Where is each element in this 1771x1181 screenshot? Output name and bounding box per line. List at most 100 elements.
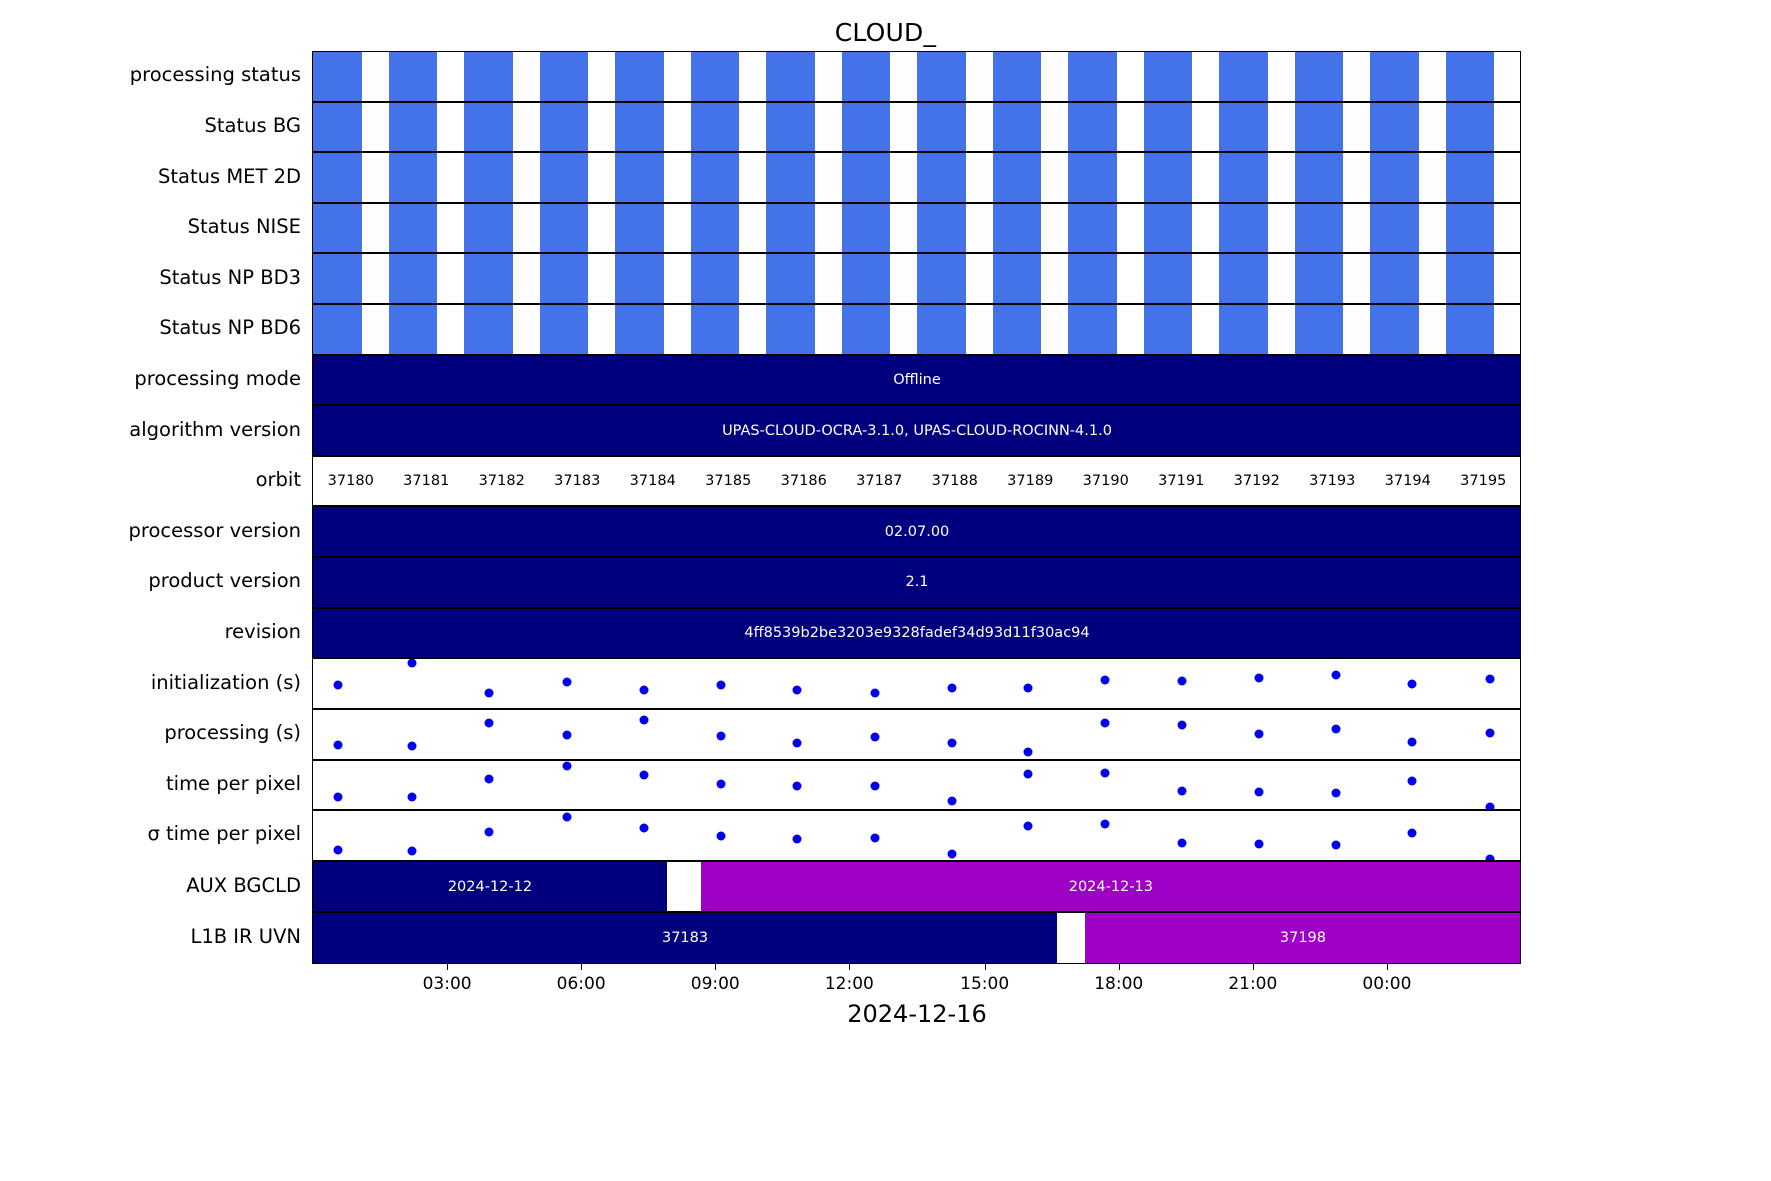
scatter-point[interactable] xyxy=(947,738,957,748)
timeline-bar[interactable]: 2024-12-13 xyxy=(700,861,1521,912)
status-stripe[interactable] xyxy=(1068,102,1117,152)
scatter-point[interactable] xyxy=(1023,683,1033,693)
scatter-point[interactable] xyxy=(716,831,726,841)
scatter-point[interactable] xyxy=(947,683,957,693)
scatter-point[interactable] xyxy=(1407,828,1417,838)
status-stripe[interactable] xyxy=(615,254,664,304)
orbit-label[interactable]: 37186 xyxy=(780,473,827,490)
status-stripe[interactable] xyxy=(539,102,589,152)
scatter-point[interactable] xyxy=(716,779,726,789)
scatter-point[interactable] xyxy=(484,688,494,698)
scatter-point[interactable] xyxy=(1331,724,1341,734)
status-stripe[interactable] xyxy=(1445,203,1495,253)
status-stripe[interactable] xyxy=(841,203,891,253)
status-stripe[interactable] xyxy=(313,102,362,152)
status-stripe[interactable] xyxy=(313,52,362,101)
status-stripe[interactable] xyxy=(917,254,966,304)
status-stripe[interactable] xyxy=(1445,305,1495,354)
scatter-point[interactable] xyxy=(1407,679,1417,689)
scatter-point[interactable] xyxy=(1023,769,1033,779)
status-stripe[interactable] xyxy=(313,153,362,202)
status-stripe[interactable] xyxy=(1370,305,1419,354)
status-stripe[interactable] xyxy=(1294,52,1344,101)
status-stripe[interactable] xyxy=(464,102,513,152)
orbit-label[interactable]: 37189 xyxy=(1007,473,1054,490)
scatter-point[interactable] xyxy=(484,718,494,728)
scatter-point[interactable] xyxy=(484,827,494,837)
status-stripe[interactable] xyxy=(766,102,815,152)
status-stripe[interactable] xyxy=(1294,102,1344,152)
orbit-label[interactable]: 37183 xyxy=(554,473,601,490)
status-stripe[interactable] xyxy=(690,52,740,101)
scatter-point[interactable] xyxy=(870,833,880,843)
status-stripe[interactable] xyxy=(1294,153,1344,202)
status-stripe[interactable] xyxy=(1143,305,1193,354)
orbit-label[interactable]: 37188 xyxy=(931,473,978,490)
status-stripe[interactable] xyxy=(841,305,891,354)
status-stripe[interactable] xyxy=(690,203,740,253)
status-stripe[interactable] xyxy=(388,305,438,354)
status-stripe[interactable] xyxy=(388,102,438,152)
scatter-point[interactable] xyxy=(562,730,572,740)
status-stripe[interactable] xyxy=(992,203,1042,253)
status-stripe[interactable] xyxy=(1445,52,1495,101)
status-stripe[interactable] xyxy=(313,203,362,253)
scatter-point[interactable] xyxy=(1331,840,1341,850)
status-stripe[interactable] xyxy=(1219,52,1268,101)
status-stripe[interactable] xyxy=(615,305,664,354)
orbit-label[interactable]: 37184 xyxy=(629,473,676,490)
status-stripe[interactable] xyxy=(464,52,513,101)
scatter-point[interactable] xyxy=(947,849,957,859)
status-stripe[interactable] xyxy=(539,153,589,202)
scatter-point[interactable] xyxy=(562,677,572,687)
status-stripe[interactable] xyxy=(690,305,740,354)
status-stripe[interactable] xyxy=(1370,254,1419,304)
status-stripe[interactable] xyxy=(992,52,1042,101)
status-stripe[interactable] xyxy=(1219,254,1268,304)
orbit-label[interactable]: 37194 xyxy=(1384,473,1431,490)
status-stripe[interactable] xyxy=(1294,254,1344,304)
status-stripe[interactable] xyxy=(615,153,664,202)
status-stripe[interactable] xyxy=(313,305,362,354)
status-stripe[interactable] xyxy=(841,153,891,202)
scatter-point[interactable] xyxy=(870,781,880,791)
scatter-point[interactable] xyxy=(1177,720,1187,730)
status-stripe[interactable] xyxy=(539,254,589,304)
scatter-point[interactable] xyxy=(639,823,649,833)
scatter-point[interactable] xyxy=(1023,747,1033,757)
status-stripe[interactable] xyxy=(766,52,815,101)
status-stripe[interactable] xyxy=(1219,153,1268,202)
status-stripe[interactable] xyxy=(841,52,891,101)
orbit-label[interactable]: 37181 xyxy=(403,473,450,490)
scatter-point[interactable] xyxy=(407,846,417,856)
orbit-label[interactable]: 37195 xyxy=(1460,473,1507,490)
scatter-point[interactable] xyxy=(792,685,802,695)
scatter-point[interactable] xyxy=(1177,786,1187,796)
scatter-point[interactable] xyxy=(1407,776,1417,786)
status-stripe[interactable] xyxy=(615,102,664,152)
status-stripe[interactable] xyxy=(1370,153,1419,202)
orbit-label[interactable]: 37187 xyxy=(856,473,903,490)
status-stripe[interactable] xyxy=(1294,305,1344,354)
scatter-point[interactable] xyxy=(1407,737,1417,747)
scatter-point[interactable] xyxy=(562,761,572,771)
status-stripe[interactable] xyxy=(766,203,815,253)
status-stripe[interactable] xyxy=(1219,102,1268,152)
status-stripe[interactable] xyxy=(1370,203,1419,253)
status-stripe[interactable] xyxy=(917,102,966,152)
scatter-point[interactable] xyxy=(1254,839,1264,849)
status-stripe[interactable] xyxy=(464,203,513,253)
status-stripe[interactable] xyxy=(841,254,891,304)
status-stripe[interactable] xyxy=(1068,203,1117,253)
status-stripe[interactable] xyxy=(1068,52,1117,101)
scatter-point[interactable] xyxy=(1485,728,1495,738)
status-stripe[interactable] xyxy=(690,102,740,152)
scatter-point[interactable] xyxy=(1100,819,1110,829)
scatter-point[interactable] xyxy=(1331,670,1341,680)
scatter-point[interactable] xyxy=(333,845,343,855)
scatter-point[interactable] xyxy=(1254,729,1264,739)
status-stripe[interactable] xyxy=(841,102,891,152)
timeline-bar[interactable]: 37198 xyxy=(1084,913,1521,963)
scatter-point[interactable] xyxy=(716,731,726,741)
status-stripe[interactable] xyxy=(464,305,513,354)
